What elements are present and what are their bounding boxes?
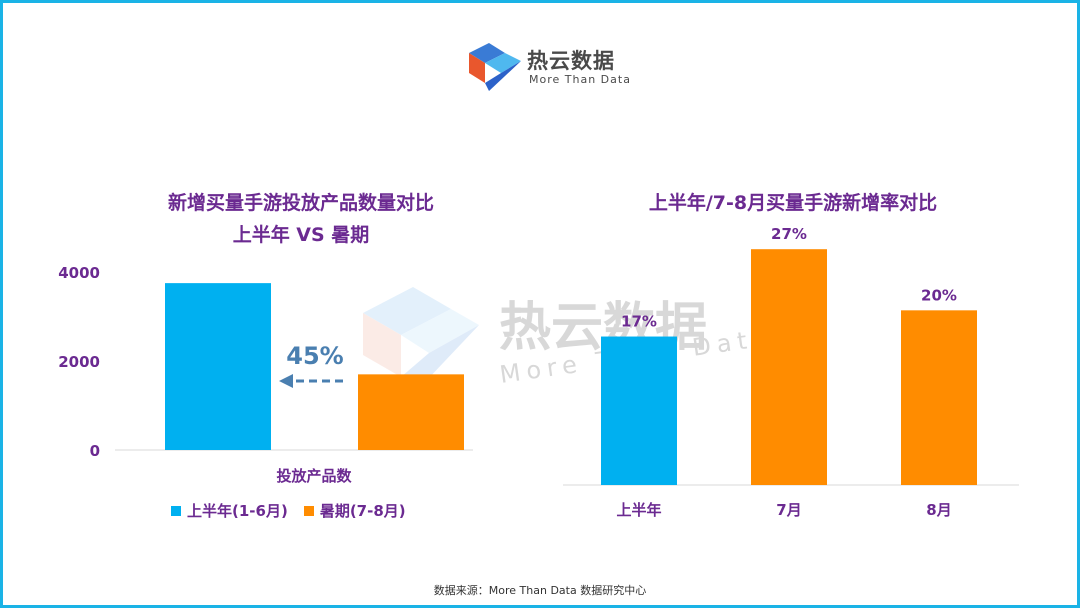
legend-label-summer: 暑期(7-8月) [319,502,406,520]
left-y-tick-label: 0 [90,442,100,460]
right-value-label: 20% [921,286,957,304]
right-category-label: 8月 [926,501,951,519]
left-title-line1: 新增买量手游投放产品数量对比 [167,192,434,214]
legend: 上半年(1-6月) 暑期(7-8月) [171,500,406,521]
left-y-tick-label: 2000 [58,353,100,371]
logo-tagline: More Than Data [529,73,631,86]
right-category-label: 上半年 [616,501,661,519]
logo-icon [469,43,521,91]
left-y-tick-label: 4000 [58,264,100,282]
logo-name: 热云数据 [527,49,615,73]
left-bar-summer [358,374,464,450]
source-note: 数据来源：More Than Data 数据研究中心 [433,584,647,597]
left-bar-first-half [165,283,271,450]
legend-item-first-half: 上半年(1-6月) [171,500,288,521]
right-bar [601,336,677,485]
decrease-annotation: 45% [286,342,343,370]
left-chart-title: 新增买量手游投放产品数量对比 上半年 VS 暑期 [111,187,491,251]
left-bar-chart: 0 2000 4000 45% 投放产品数 [58,264,473,485]
right-bar-chart: 17% 上半年 27% 7月 20% 8月 [563,225,1019,519]
legend-item-summer: 暑期(7-8月) [303,500,406,521]
right-bar [901,310,977,485]
right-category-label: 7月 [776,501,801,519]
right-bar [751,249,827,485]
left-arrow-icon [279,374,343,388]
legend-swatch-blue [171,505,181,516]
legend-swatch-orange [303,505,314,516]
legend-label-first-half: 上半年(1-6月) [187,502,288,520]
right-value-label: 17% [621,313,657,331]
left-category-label: 投放产品数 [276,467,352,485]
right-value-label: 27% [771,225,807,243]
left-title-line2: 上半年 VS 暑期 [232,224,370,246]
right-chart-title: 上半年/7-8月买量手游新增率对比 [648,192,938,214]
